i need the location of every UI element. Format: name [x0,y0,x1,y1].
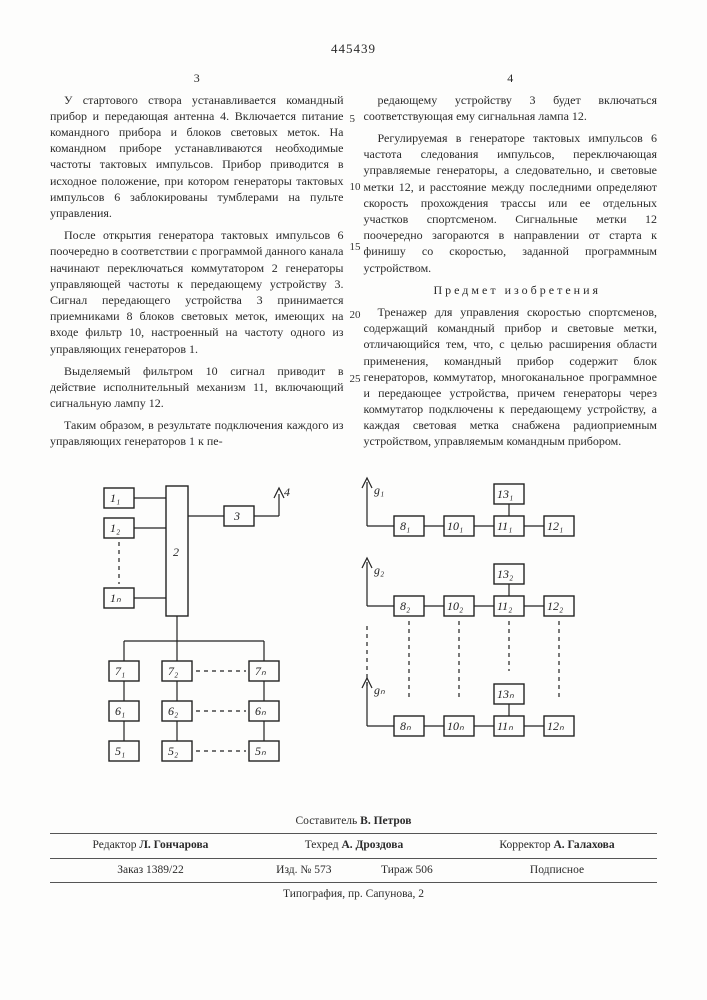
label-8-2: 8₂ [400,599,410,613]
label-11-n: 11ₙ [497,719,513,733]
label-8-n: 8ₙ [400,719,411,733]
sub-label: Подписное [457,858,657,883]
label-1-n: 1ₙ [110,591,121,605]
publication-footer: Составитель В. Петров Редактор Л. Гончар… [50,810,657,907]
label-5-n: 5ₙ [255,744,266,758]
label-3: 3 [233,509,240,523]
patent-number: 445439 [50,40,657,58]
typography: Типография, пр. Сапунова, 2 [50,883,657,907]
label-12-1: 12₁ [547,519,563,533]
text-columns: 3 У стартового створа устанавливается ко… [50,70,657,456]
editor-label: Редактор [93,839,137,851]
line-numbers: 5 [350,112,356,127]
tirazh-label: Тираж [381,864,413,876]
label-7-n: 7ₙ [255,664,266,678]
label-gn: gₙ [374,683,385,697]
block-diagram: 2 1₁ 1₂ 1ₙ 3 4 7₁ 7₂ 7ₙ 6₁ 6₂ 6ₙ 5₁ 5₂ 5… [74,476,634,796]
label-4: 4 [284,485,290,499]
label-6-n: 6ₙ [255,704,266,718]
left-column: 3 У стартового створа устанавливается ко… [50,70,344,456]
composer-name: В. Петров [360,815,411,827]
order-num: 1389/22 [146,864,184,876]
tech-name: А. Дроздова [341,839,403,851]
para: редающему устройству 3 будет включаться … [364,92,658,124]
para: У стартового створа устанавливается кома… [50,92,344,222]
label-6-2: 6₂ [168,704,178,718]
para: Тренажер для управления скоростью спортс… [364,304,658,450]
label-5-2: 5₂ [168,744,178,758]
label-1-1: 1₁ [110,491,120,505]
line-numbers: 25 [350,372,361,387]
label-1-2: 1₂ [110,521,120,535]
izd-num: 573 [314,864,331,876]
label-7-2: 7₂ [168,664,178,678]
label-12-2: 12₂ [547,599,563,613]
editor-name: Л. Гончарова [139,839,208,851]
para: Выделяемый фильтром 10 сигнал приводит в… [50,363,344,412]
label-2: 2 [173,545,179,559]
label-10-n: 10ₙ [447,719,464,733]
section-title: Предмет изобретения [364,282,658,298]
line-numbers: 20 [350,308,361,323]
label-10-1: 10₁ [447,519,463,533]
label-13-n: 13ₙ [497,687,514,701]
left-col-number: 3 [50,70,344,86]
tech-label: Техред [305,839,339,851]
izd-label: Изд. № [276,864,311,876]
label-11-2: 11₂ [497,599,512,613]
composer-label: Составитель [296,815,358,827]
tirazh-num: 506 [416,864,433,876]
para: Таким образом, в результате подключения … [50,417,344,449]
right-column: 5 10 15 20 25 4 редающему устройству 3 б… [364,70,658,456]
label-12-n: 12ₙ [547,719,564,733]
label-10-2: 10₂ [447,599,463,613]
label-11-1: 11₁ [497,519,512,533]
para: После открытия генератора тактовых импул… [50,227,344,357]
right-col-number: 4 [364,70,658,86]
line-numbers: 10 [350,180,361,195]
para: Регулируемая в генераторе тактовых импул… [364,130,658,276]
label-13-1: 13₁ [497,487,513,501]
corr-label: Корректор [499,839,550,851]
label-g1: g₁ [374,483,384,497]
label-6-1: 6₁ [115,704,125,718]
line-numbers: 15 [350,240,361,255]
label-13-2: 13₂ [497,567,513,581]
label-g2: g₂ [374,563,384,577]
corr-name: А. Галахова [553,839,614,851]
order-label: Заказ [117,864,143,876]
label-7-1: 7₁ [115,664,125,678]
label-8-1: 8₁ [400,519,410,533]
label-5-1: 5₁ [115,744,125,758]
